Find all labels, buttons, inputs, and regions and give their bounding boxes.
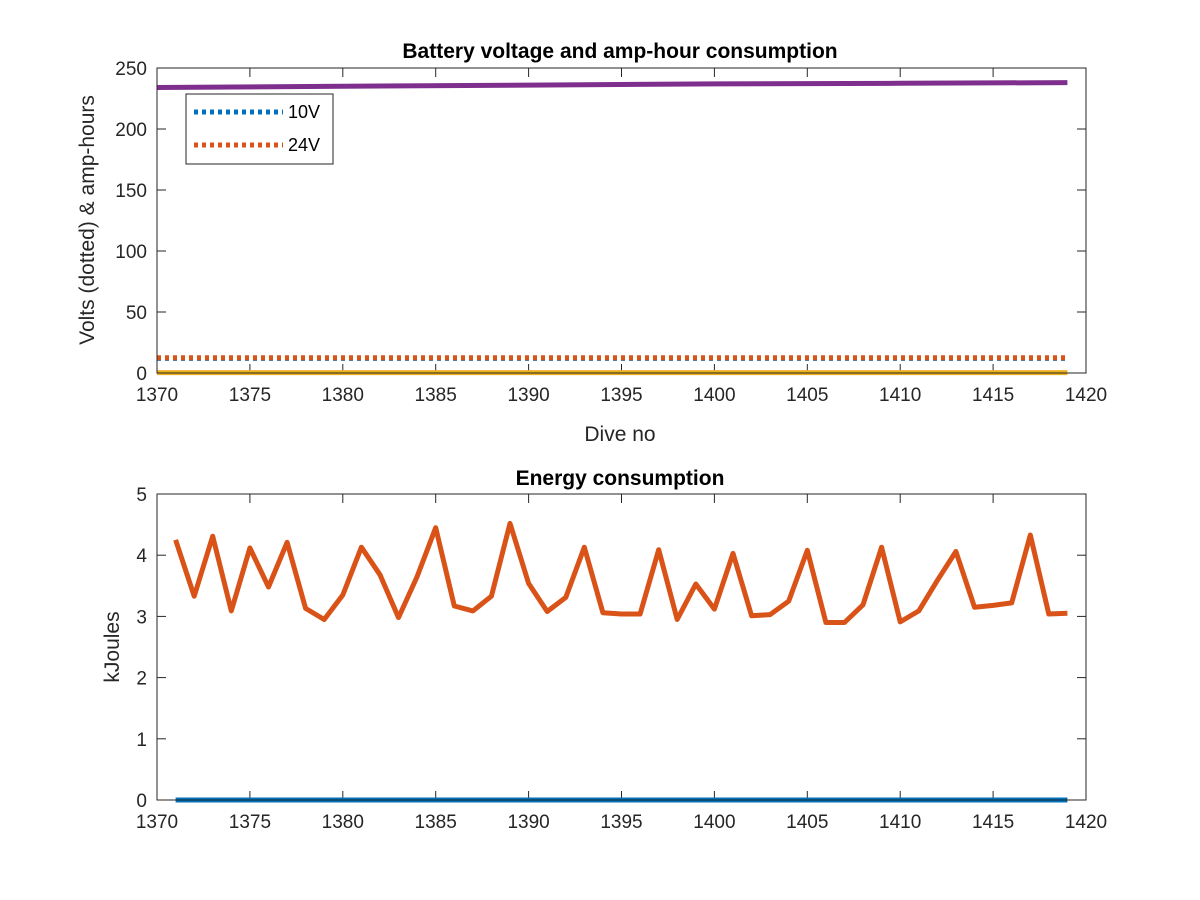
bottom-x-tick-label: 1375 (229, 812, 271, 833)
top-ticks: 1370 1375 1380 1385 1390 1395 1400 1405 1410 1415… (115, 59, 1107, 406)
legend-label-24v: 24V (288, 135, 320, 155)
top-axes: Battery voltage and amp-hour consumption… (76, 40, 1107, 446)
top-y-tick-label: 50 (126, 303, 147, 324)
bottom-x-tick-label: 1415 (972, 812, 1014, 833)
bottom-chart-title: Energy consumption (516, 467, 725, 490)
top-x-tick-label: 1410 (879, 385, 921, 406)
top-series-line-3 (156, 80, 1068, 90)
bottom-series-line-1 (173, 520, 1068, 625)
bottom-x-tick-label: 1395 (600, 812, 642, 833)
top-x-tick-label: 1385 (415, 385, 457, 406)
top-y-tick-label: 150 (115, 181, 147, 202)
bottom-series-group (173, 520, 1068, 803)
bottom-x-tick-label: 1390 (507, 812, 549, 833)
top-x-tick-label: 1375 (229, 385, 271, 406)
bottom-y-tick-label: 5 (136, 485, 147, 506)
bottom-y-axis-label: kJoules (101, 611, 124, 682)
top-x-tick-label: 1415 (972, 385, 1014, 406)
bottom-x-tick-label: 1370 (136, 812, 178, 833)
bottom-y-tick-label: 0 (136, 791, 147, 812)
top-x-tick-label: 1370 (136, 385, 178, 406)
top-plot-frame (156, 67, 1087, 374)
bottom-x-tick-label: 1420 (1065, 812, 1107, 833)
bottom-x-tick-label: 1400 (693, 812, 735, 833)
legend-box (185, 93, 334, 165)
top-x-axis-label: Dive no (584, 423, 655, 446)
bottom-x-tick-label: 1385 (415, 812, 457, 833)
bottom-x-tick-label: 1410 (879, 812, 921, 833)
bottom-y-tick-label: 2 (136, 669, 147, 690)
bottom-y-tick-label: 3 (136, 607, 147, 628)
bottom-x-tick-label: 1405 (786, 812, 828, 833)
top-y-tick-label: 250 (115, 59, 147, 80)
top-x-tick-label: 1420 (1065, 385, 1107, 406)
bottom-axes: Energy consumption kJoules 1370 1375 1380 1… (101, 467, 1107, 833)
top-x-tick-label: 1395 (600, 385, 642, 406)
top-chart-title: Battery voltage and amp-hour consumption (402, 40, 837, 63)
top-x-tick-label: 1380 (322, 385, 364, 406)
top-x-tick-label: 1405 (786, 385, 828, 406)
top-legend: 10V 24V (185, 93, 334, 165)
top-y-tick-label: 100 (115, 242, 147, 263)
top-y-tick-label: 0 (136, 364, 147, 385)
top-x-tick-label: 1390 (507, 385, 549, 406)
bottom-x-tick-label: 1380 (322, 812, 364, 833)
bottom-plot-frame (156, 493, 1087, 801)
bottom-ticks: 1370 1375 1380 1385 1390 1395 1400 1405 1410 1415… (136, 485, 1107, 833)
top-y-tick-label: 200 (115, 120, 147, 141)
top-y-axis-label: Volts (dotted) & amp-hours (76, 95, 99, 345)
bottom-y-tick-label: 1 (136, 730, 147, 751)
bottom-y-tick-label: 4 (136, 546, 147, 567)
top-x-tick-label: 1400 (693, 385, 735, 406)
legend-label-10v: 10V (288, 102, 320, 122)
